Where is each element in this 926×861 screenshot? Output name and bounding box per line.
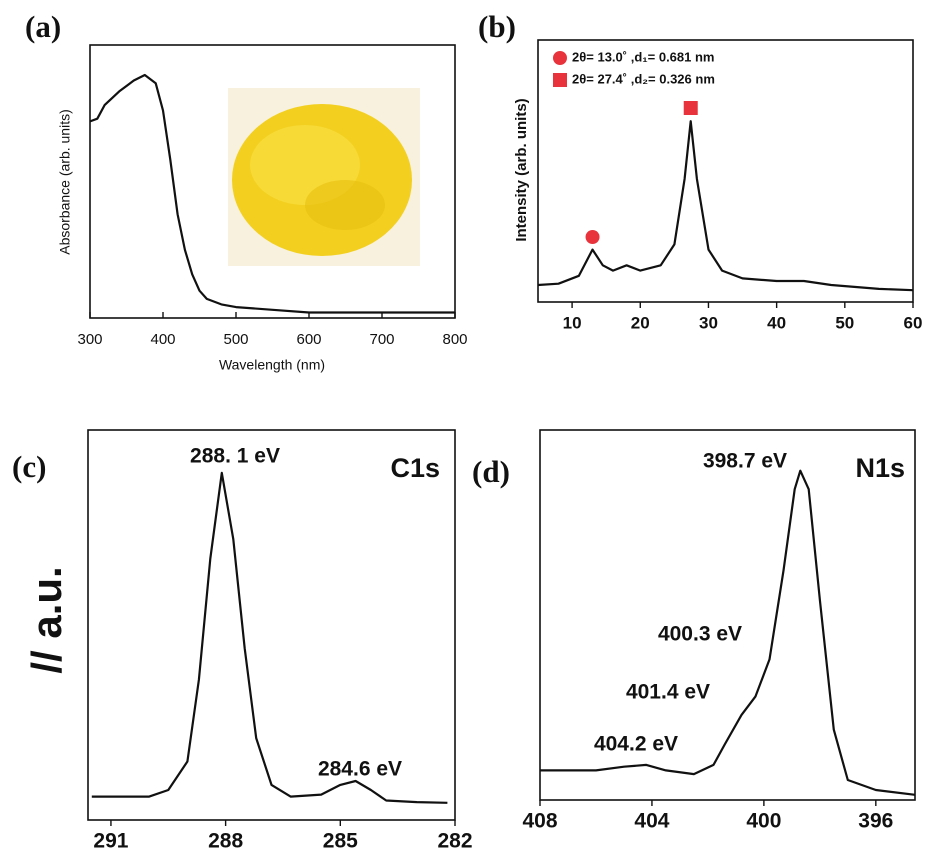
x-tick-label: 30 [699, 313, 718, 332]
x-tick-label: 288 [208, 830, 243, 853]
panel-label: (a) [25, 9, 61, 44]
data-line [91, 471, 448, 804]
x-tick-label: 408 [522, 810, 557, 833]
x-tick-label: 300 [77, 331, 102, 348]
x-tick-label: 282 [437, 830, 472, 853]
annotation: C1s [390, 453, 440, 483]
annotation: 404.2 eV [594, 733, 678, 756]
x-tick-label: 600 [296, 331, 321, 348]
panel-label: (c) [12, 449, 46, 484]
y-axis-label: Intensity (arb. units) [513, 98, 530, 241]
annotation: N1s [855, 453, 905, 483]
data-line [89, 73, 455, 314]
plot-frame [89, 44, 456, 319]
annotation: 398.7 eV [703, 450, 787, 473]
x-tick-label: 50 [835, 313, 854, 332]
x-tick-label: 400 [150, 331, 175, 348]
inset-photo [228, 88, 420, 266]
x-tick-label: 404 [634, 810, 669, 833]
y-axis-label: Absorbance (arb. units) [57, 109, 73, 255]
annotation: 288. 1 eV [190, 445, 280, 468]
x-tick-label: 800 [442, 331, 467, 348]
panel-label: (d) [472, 454, 510, 489]
x-tick-label: 60 [904, 313, 923, 332]
plot-frame [537, 39, 914, 303]
legend-text: 2θ= 27.4˚ ,d₂= 0.326 nm [572, 71, 715, 86]
data-line [537, 120, 914, 292]
x-tick-label: 500 [223, 331, 248, 348]
peak-marker [585, 230, 600, 244]
y-axis-label: // a.u. [23, 566, 70, 673]
x-tick-label: 20 [631, 313, 650, 332]
peak-marker [683, 101, 698, 115]
x-tick-label: 285 [323, 830, 358, 853]
annotation: 401.4 eV [626, 681, 710, 704]
data-line [540, 469, 916, 796]
x-axis-label: Wavelength (nm) [219, 357, 325, 373]
peak-marker [553, 73, 567, 87]
x-tick-label: 40 [767, 313, 786, 332]
legend-text: 2θ= 13.0˚ ,d₁= 0.681 nm [572, 49, 714, 64]
annotation: 400.3 eV [658, 623, 742, 646]
x-tick-label: 291 [93, 830, 128, 853]
panel-label: (b) [478, 9, 516, 44]
plot-frame [539, 429, 916, 801]
x-tick-label: 10 [563, 313, 582, 332]
x-tick-label: 400 [746, 810, 781, 833]
powder-shade [305, 180, 385, 230]
annotation: 284.6 eV [318, 758, 402, 781]
plot-frame [87, 429, 456, 821]
x-tick-label: 700 [369, 331, 394, 348]
x-tick-label: 396 [858, 810, 893, 833]
peak-marker [553, 51, 567, 65]
